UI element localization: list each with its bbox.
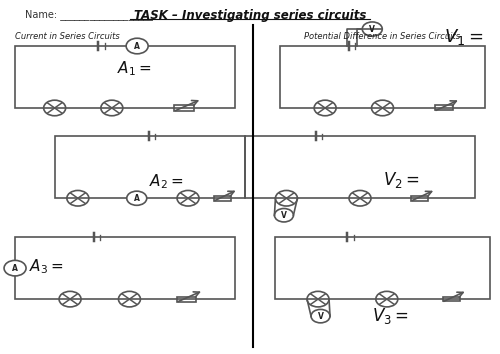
Circle shape <box>362 22 382 36</box>
Bar <box>15 237 235 299</box>
Bar <box>15 46 235 108</box>
Bar <box>214 196 230 201</box>
Circle shape <box>311 309 330 323</box>
Circle shape <box>126 38 148 54</box>
Bar <box>177 297 196 302</box>
Text: A: A <box>134 41 140 51</box>
Text: V: V <box>318 312 324 321</box>
Bar <box>412 196 428 200</box>
Bar <box>245 136 475 198</box>
Bar <box>275 237 490 299</box>
Bar <box>280 46 485 108</box>
Bar <box>443 297 460 302</box>
Text: Current in Series Circuits: Current in Series Circuits <box>15 32 120 41</box>
Text: Name: ___________________: Name: ___________________ <box>25 9 153 20</box>
Text: $A_3=$: $A_3=$ <box>29 257 64 276</box>
Text: V: V <box>281 211 287 220</box>
Text: $V_2=$: $V_2=$ <box>383 170 420 190</box>
Circle shape <box>4 261 26 276</box>
Text: TASK – Investigating series circuits: TASK – Investigating series circuits <box>134 9 366 22</box>
Circle shape <box>274 209 293 222</box>
Text: Potential Difference in Series Circuits: Potential Difference in Series Circuits <box>304 32 460 41</box>
Bar <box>435 105 453 110</box>
Text: $A_2=$: $A_2=$ <box>149 172 184 191</box>
Text: $A_1=$: $A_1=$ <box>118 59 152 78</box>
Text: $V_1=$: $V_1=$ <box>444 27 484 47</box>
Text: A: A <box>12 264 18 273</box>
Text: $V_3=$: $V_3=$ <box>372 306 408 326</box>
Circle shape <box>126 191 146 205</box>
Bar <box>174 105 195 110</box>
Text: V: V <box>370 24 375 34</box>
Text: A: A <box>134 194 140 203</box>
Bar <box>55 136 245 198</box>
